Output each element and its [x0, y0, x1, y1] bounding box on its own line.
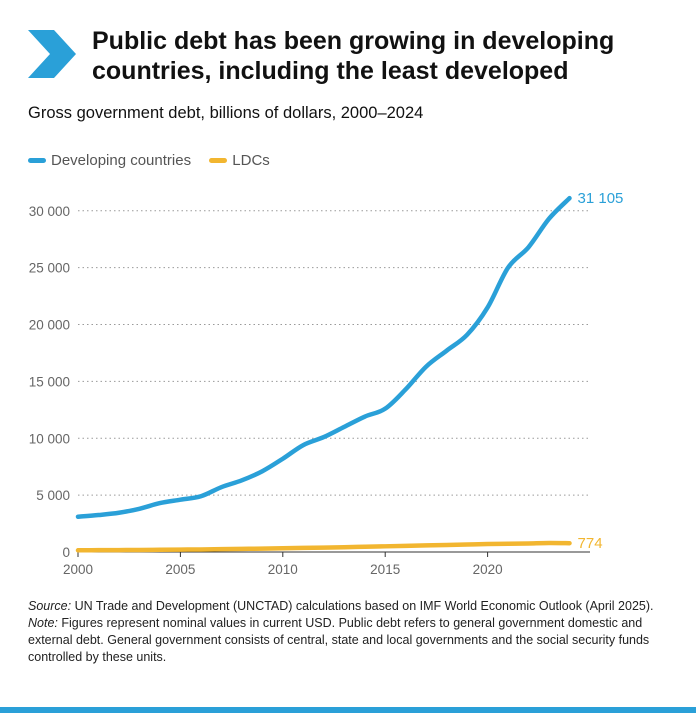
y-tick-label: 25 000: [29, 261, 70, 276]
end-label-developing-countries: 31 105: [578, 190, 624, 207]
chart-legend: Developing countries LDCs: [28, 150, 284, 169]
bottom-accent-bar: [0, 707, 696, 713]
legend-label-developing: Developing countries: [51, 152, 192, 169]
y-tick-label: 10 000: [29, 431, 70, 446]
y-tick-label: 20 000: [29, 318, 70, 333]
series-line-developing-countries: [75, 195, 572, 519]
page-title: Public debt has been growing in developi…: [92, 27, 615, 85]
end-label-ldcs: 774: [578, 535, 603, 552]
note-text: Note: Figures represent nominal values i…: [28, 615, 678, 666]
chart-subtitle: Gross government debt, billions of dolla…: [28, 104, 424, 122]
legend-item-developing: Developing countries: [28, 152, 191, 169]
source-label: Source:: [28, 599, 72, 613]
source-text: UN Trade and Development (UNCTAD) calcul…: [71, 599, 654, 613]
y-tick-label: 15 000: [29, 374, 70, 389]
legend-item-ldcs: LDCs: [209, 152, 270, 169]
y-tick-label: 30 000: [29, 204, 70, 219]
chevron-arrow-icon: [28, 30, 76, 78]
legend-swatch-ldcs: [209, 158, 228, 163]
series-line-ldcs: [75, 540, 572, 553]
note-label: Note:: [28, 616, 58, 630]
chart-notes: Source: UN Trade and Development (UNCTAD…: [28, 598, 678, 666]
legend-label-ldcs: LDCs: [232, 152, 270, 169]
note-body: Figures represent nominal values in curr…: [28, 616, 650, 664]
x-tick-label: 2015: [370, 562, 400, 577]
x-tick-label: 2005: [165, 562, 195, 577]
x-tick-label: 2000: [63, 562, 93, 577]
x-tick-label: 2010: [268, 562, 298, 577]
x-tick-label: 2020: [473, 562, 503, 577]
y-tick-label: 5 000: [36, 488, 70, 503]
line-chart: 0 5 000 10 000 15 000 20 000 25 000 30 000 2000…: [29, 190, 624, 577]
source-note: Source: UN Trade and Development (UNCTAD…: [28, 598, 678, 615]
y-tick-label: 0: [62, 545, 70, 560]
legend-swatch-developing: [28, 158, 46, 163]
